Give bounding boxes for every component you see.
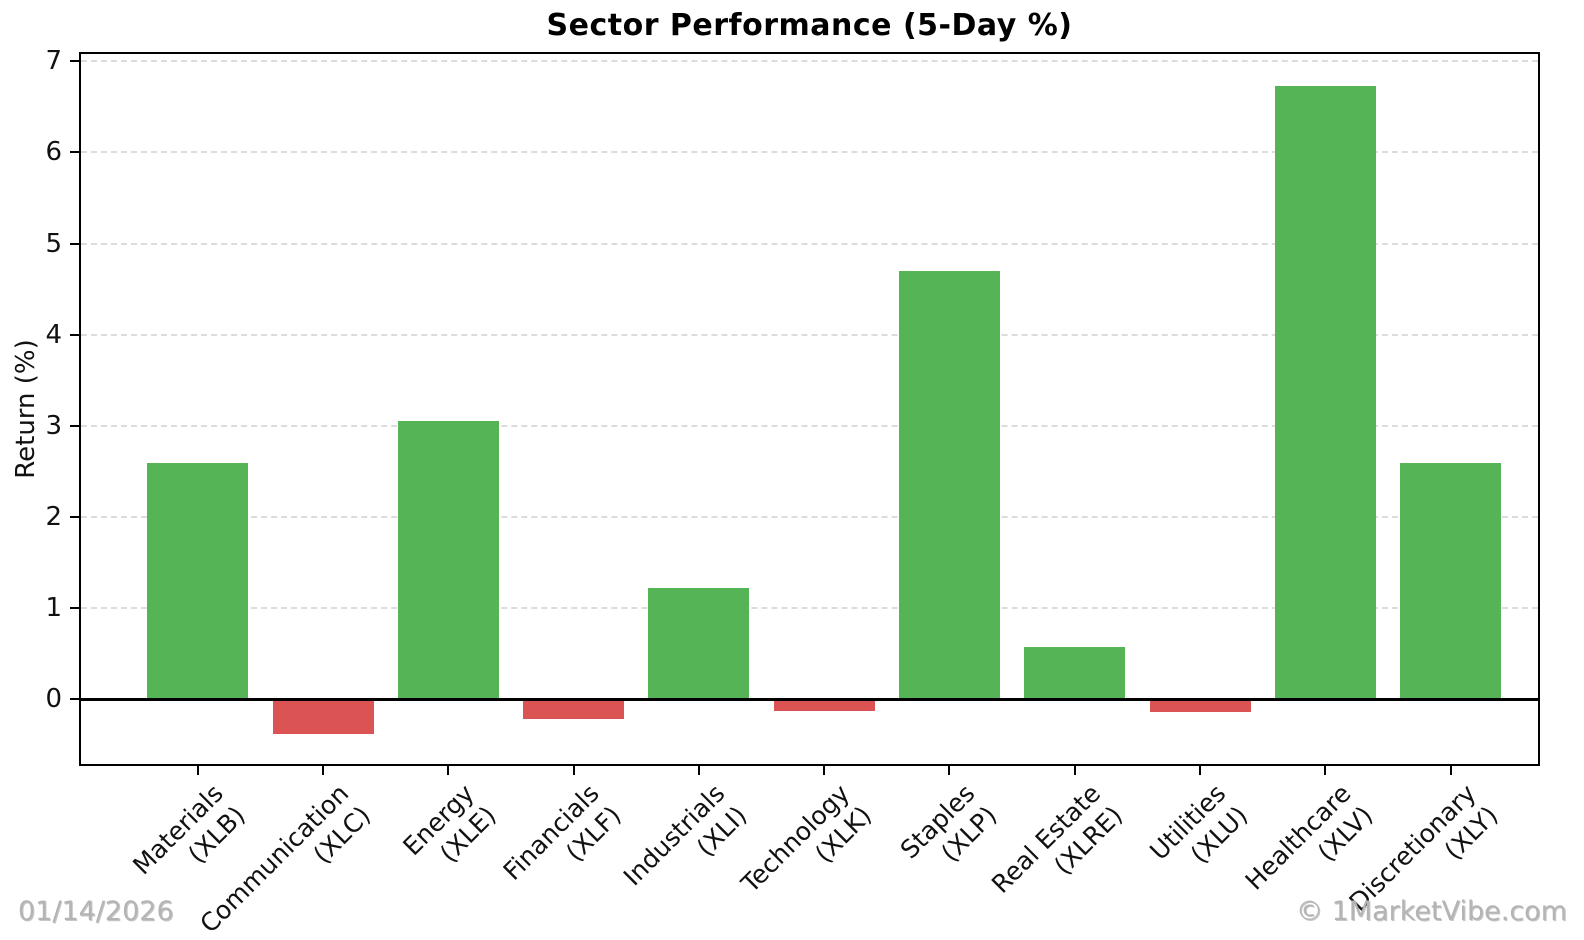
zero-axis-line	[81, 697, 1538, 701]
bar-healthcare	[1274, 85, 1376, 700]
gridline-y4	[81, 333, 1538, 336]
y-tick-label-7: 7	[45, 46, 62, 77]
gridline-y5	[81, 242, 1538, 245]
gridline-y1	[81, 607, 1538, 610]
y-tick-label-2: 2	[45, 502, 62, 532]
plot-inner	[81, 54, 1538, 764]
bar-real-estate	[1024, 647, 1126, 700]
date-stamp: 01/14/2026	[18, 896, 174, 927]
gridline-y2	[81, 516, 1538, 518]
y-tick-mark-6	[70, 151, 79, 154]
x-label-3: Financials (XLF)	[497, 778, 627, 908]
x-label-7: Real Estate (XLRE)	[985, 778, 1129, 922]
bar-technology	[773, 699, 875, 712]
y-tick-label-4: 4	[45, 319, 62, 350]
x-label-6: Staples (XLP)	[894, 778, 1003, 887]
x-tick-mark-8	[1199, 766, 1202, 775]
x-tick-mark-7	[1073, 766, 1076, 775]
y-tick-label-3: 3	[45, 410, 62, 441]
x-label-4: Industrials (XLI)	[617, 778, 753, 914]
y-tick-mark-3	[70, 424, 79, 427]
gridline-y3	[81, 424, 1538, 427]
y-tick-mark-2	[70, 516, 79, 518]
y-tick-mark-4	[70, 333, 79, 336]
x-tick-mark-0	[196, 766, 199, 775]
bar-utilities	[1149, 699, 1251, 713]
x-tick-mark-5	[823, 766, 826, 775]
plot-area	[79, 52, 1540, 766]
bar-communication	[272, 699, 374, 734]
y-tick-label-1: 1	[45, 593, 62, 624]
y-tick-label-0: 0	[45, 684, 62, 715]
gridline-y7	[81, 60, 1538, 63]
x-tick-mark-1	[321, 766, 324, 775]
y-tick-label-6: 6	[45, 137, 62, 168]
bar-discretionary	[1400, 463, 1502, 700]
bar-materials	[147, 463, 249, 700]
x-tick-mark-6	[948, 766, 951, 775]
bar-financials	[523, 699, 624, 720]
chart-title: Sector Performance (5-Day %)	[546, 8, 1073, 43]
bar-industrials	[648, 588, 750, 700]
y-tick-mark-1	[70, 607, 79, 610]
gridline-y6	[81, 151, 1538, 154]
y-tick-mark-5	[70, 242, 79, 245]
x-label-8: Utilities (XLU)	[1144, 778, 1254, 888]
x-tick-mark-2	[447, 766, 450, 775]
y-tick-mark-0	[70, 698, 79, 701]
x-tick-mark-4	[697, 766, 700, 775]
x-tick-mark-10	[1449, 766, 1452, 775]
x-label-5: Technology (XLK)	[735, 778, 878, 921]
watermark: © 1MarketVibe.com	[1296, 896, 1567, 927]
x-tick-mark-3	[572, 766, 575, 775]
x-label-2: Energy (XLE)	[396, 778, 502, 884]
y-tick-mark-7	[70, 60, 79, 63]
bar-energy	[397, 421, 499, 700]
y-tick-label-5: 5	[45, 228, 62, 259]
bar-staples	[898, 270, 1000, 700]
x-tick-mark-9	[1324, 766, 1327, 775]
